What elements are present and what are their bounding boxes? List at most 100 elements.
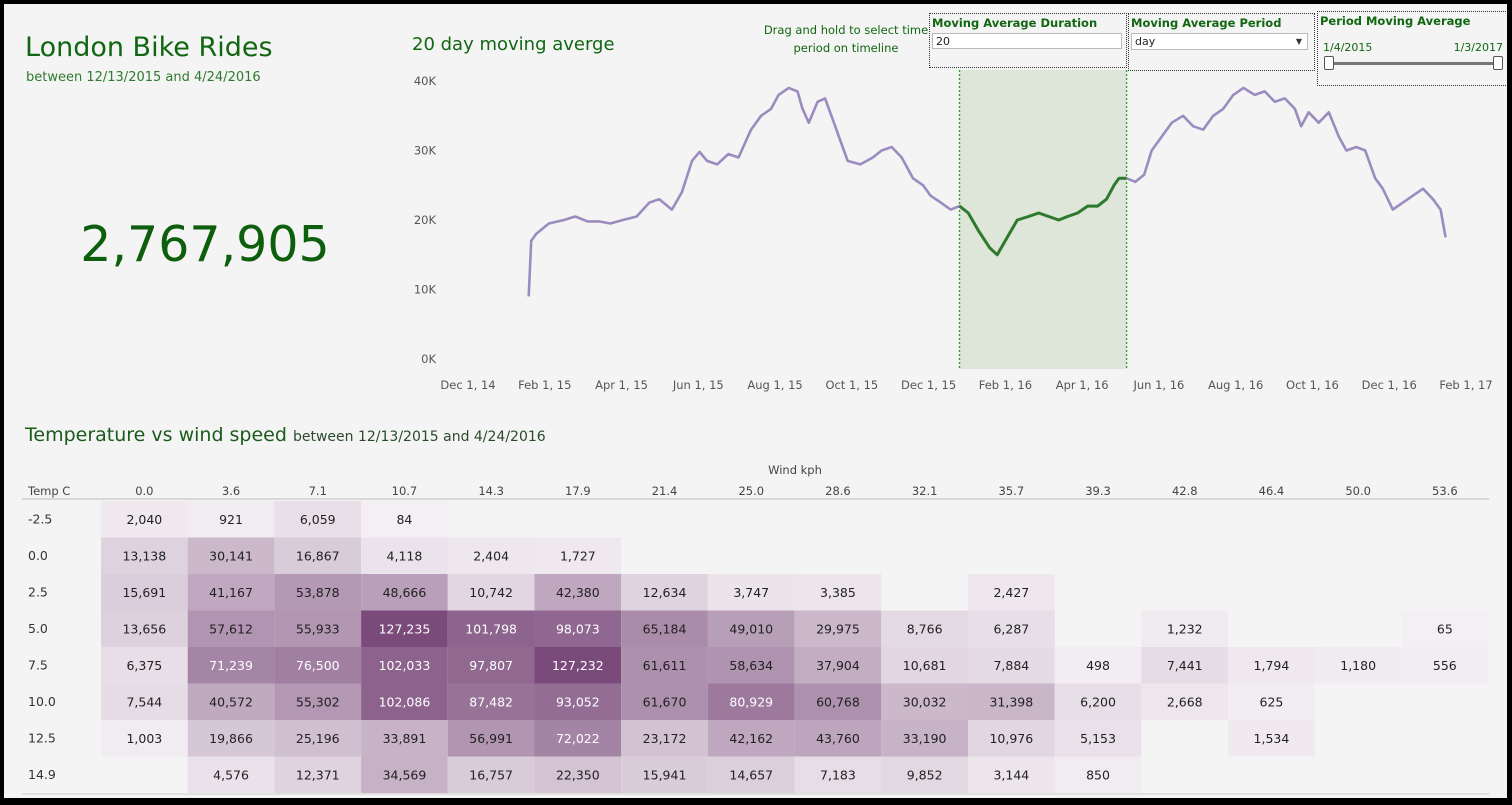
- heatmap-row-header: 0.0: [28, 548, 48, 563]
- heatmap-cell: [968, 756, 1055, 793]
- heatmap-cell: [1141, 610, 1229, 647]
- heatmap-cell: [881, 647, 968, 684]
- heatmap-cell: [361, 683, 448, 720]
- heatmap-cell: [534, 574, 622, 611]
- heatmap-cell: [881, 720, 968, 757]
- heatmap-cell-label: 3,747: [733, 585, 769, 600]
- heatmap-cell: [794, 647, 882, 684]
- heatmap-cell-label: 850: [1086, 767, 1110, 782]
- heatmap-cell: [707, 683, 795, 720]
- heatmap-column-header: 0.0: [135, 484, 153, 498]
- heatmap-cell: [794, 756, 882, 793]
- heatmap-row-header: 10.0: [28, 694, 56, 709]
- line-chart-title: 20 day moving averge: [412, 34, 615, 55]
- heatmap-cell: [968, 647, 1055, 684]
- heatmap-cell-label: 71,239: [209, 658, 253, 673]
- heatmap-column-header: 14.3: [478, 484, 504, 498]
- heatmap-cell: [187, 610, 275, 647]
- heatmap-cell-label: 55,933: [296, 621, 340, 636]
- heatmap-cell-label: 556: [1433, 658, 1457, 673]
- heatmap-cell-label: 10,681: [903, 658, 947, 673]
- y-tick-label: 30K: [414, 144, 437, 158]
- heatmap-cell: [534, 537, 622, 574]
- heatmap-column-header: 28.6: [825, 484, 851, 498]
- heatmap-cell-label: 42,162: [729, 731, 773, 746]
- slider-start-date: 1/4/2015: [1323, 41, 1373, 54]
- heatmap-cell: [968, 574, 1055, 611]
- heatmap-cell: [101, 720, 188, 757]
- heatmap-cell: [447, 720, 535, 757]
- moving-average-line-chart[interactable]: 0K 10K 20K 30K 40K Dec 1, 14 Feb 1, 15 Apr 1, 1…: [404, 64, 1504, 399]
- heatmap-cell: [274, 610, 362, 647]
- heatmap-cell: [707, 574, 795, 611]
- heatmap-cell-label: 33,190: [903, 731, 947, 746]
- heatmap-cell-label: 102,033: [379, 658, 431, 673]
- heatmap-cell-label: 7,544: [126, 694, 162, 709]
- heatmap-cell: [794, 574, 882, 611]
- heatmap-cell-label: 40,572: [209, 694, 253, 709]
- heatmap-cell: [707, 647, 795, 684]
- heatmap-cell: [187, 501, 275, 538]
- heatmap-cell-label: 55,302: [296, 694, 340, 709]
- slider-track[interactable]: [1328, 62, 1498, 65]
- x-tick-label: Dec 1, 15: [901, 378, 956, 392]
- heatmap-cell: [447, 574, 535, 611]
- heatmap-cell: [361, 537, 448, 574]
- duration-input[interactable]: 20: [932, 33, 1122, 49]
- heatmap-cell-label: 43,760: [816, 731, 860, 746]
- heatmap-cell: [187, 537, 275, 574]
- heatmap-cell-label: 1,534: [1254, 731, 1290, 746]
- heatmap-cell: [101, 610, 188, 647]
- heatmap-column-header: 32.1: [912, 484, 938, 498]
- heatmap-cell-label: 5,153: [1080, 731, 1116, 746]
- x-tick-label: Feb 1, 17: [1439, 378, 1492, 392]
- x-tick-label: Dec 1, 16: [1362, 378, 1417, 392]
- heatmap-cell: [361, 610, 448, 647]
- slider-end-date: 1/3/2017: [1453, 41, 1503, 54]
- heatmap-cell: [1228, 683, 1315, 720]
- heatmap-cell-label: 49,010: [729, 621, 773, 636]
- heatmap-cell-label: 10,742: [469, 585, 513, 600]
- heatmap-cell: [794, 610, 882, 647]
- slider-end-handle[interactable]: [1493, 56, 1503, 70]
- heatmap-cell-label: 102,086: [379, 694, 431, 709]
- heatmap-cell-label: 87,482: [469, 694, 513, 709]
- moving-average-period-panel: Moving Average Period day ▼: [1128, 13, 1315, 71]
- heatmap-cell-label: 31,398: [989, 694, 1033, 709]
- heatmap-cell: [534, 647, 622, 684]
- selected-line-segment[interactable]: [958, 176, 1127, 257]
- heatmap-cell-label: 10,976: [989, 731, 1033, 746]
- heatmap-cell-label: 2,427: [993, 585, 1029, 600]
- dashboard-title: London Bike Rides: [25, 32, 273, 63]
- heatmap-cell: [534, 610, 622, 647]
- heatmap-cell: [101, 647, 188, 684]
- heatmap-column-header: 39.3: [1085, 484, 1111, 498]
- heatmap-cell: [1401, 647, 1489, 684]
- heatmap-cell-label: 9,852: [907, 767, 943, 782]
- selection-band[interactable]: [959, 70, 1127, 369]
- heatmap-column-header: 53.6: [1432, 484, 1458, 498]
- heatmap-cell-label: 15,691: [122, 585, 166, 600]
- heatmap-cell: [447, 683, 535, 720]
- heatmap-cell: [707, 720, 795, 757]
- period-slider-panel: Period Moving Average 1/4/2015 1/3/2017: [1317, 11, 1507, 86]
- chevron-down-icon[interactable]: ▼: [1295, 37, 1302, 46]
- heatmap-cell-label: 1,232: [1167, 621, 1203, 636]
- slider-start-handle[interactable]: [1324, 56, 1334, 70]
- heatmap-cell: [881, 756, 968, 793]
- heatmap-cell-label: 76,500: [296, 658, 340, 673]
- heatmap-cell-label: 80,929: [729, 694, 773, 709]
- heatmap-cell: [187, 720, 275, 757]
- heatmap-cell-label: 16,867: [296, 548, 340, 563]
- heatmap-cell: [794, 720, 882, 757]
- heatmap-cell-label: 1,003: [126, 731, 162, 746]
- heatmap-cell-label: 41,167: [209, 585, 253, 600]
- heatmap-cell: [794, 683, 882, 720]
- period-select[interactable]: day ▼: [1131, 33, 1308, 50]
- heatmap-cell: [274, 683, 362, 720]
- heatmap-cell-label: 101,798: [465, 621, 517, 636]
- heatmap-cell-label: 1,180: [1340, 658, 1376, 673]
- heatmap-cell-label: 16,757: [469, 767, 513, 782]
- heatmap-cell: [968, 720, 1055, 757]
- heatmap-cell: [621, 610, 708, 647]
